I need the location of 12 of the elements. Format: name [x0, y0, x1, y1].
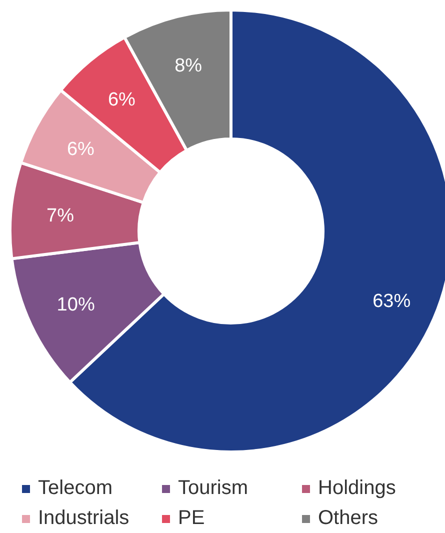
- data-label: 63%: [372, 291, 411, 312]
- legend-label: Tourism: [178, 477, 248, 499]
- legend-label: Telecom: [38, 477, 112, 499]
- legend-label: Others: [318, 507, 378, 529]
- legend-label: PE: [178, 507, 205, 529]
- data-label: 8%: [174, 56, 202, 77]
- data-label: 7%: [46, 206, 74, 227]
- data-label: 6%: [108, 90, 136, 111]
- legend-label: Industrials: [38, 507, 130, 529]
- data-label: 6%: [66, 139, 95, 160]
- data-label: 10%: [56, 294, 95, 316]
- legend-label: Holdings: [318, 477, 396, 499]
